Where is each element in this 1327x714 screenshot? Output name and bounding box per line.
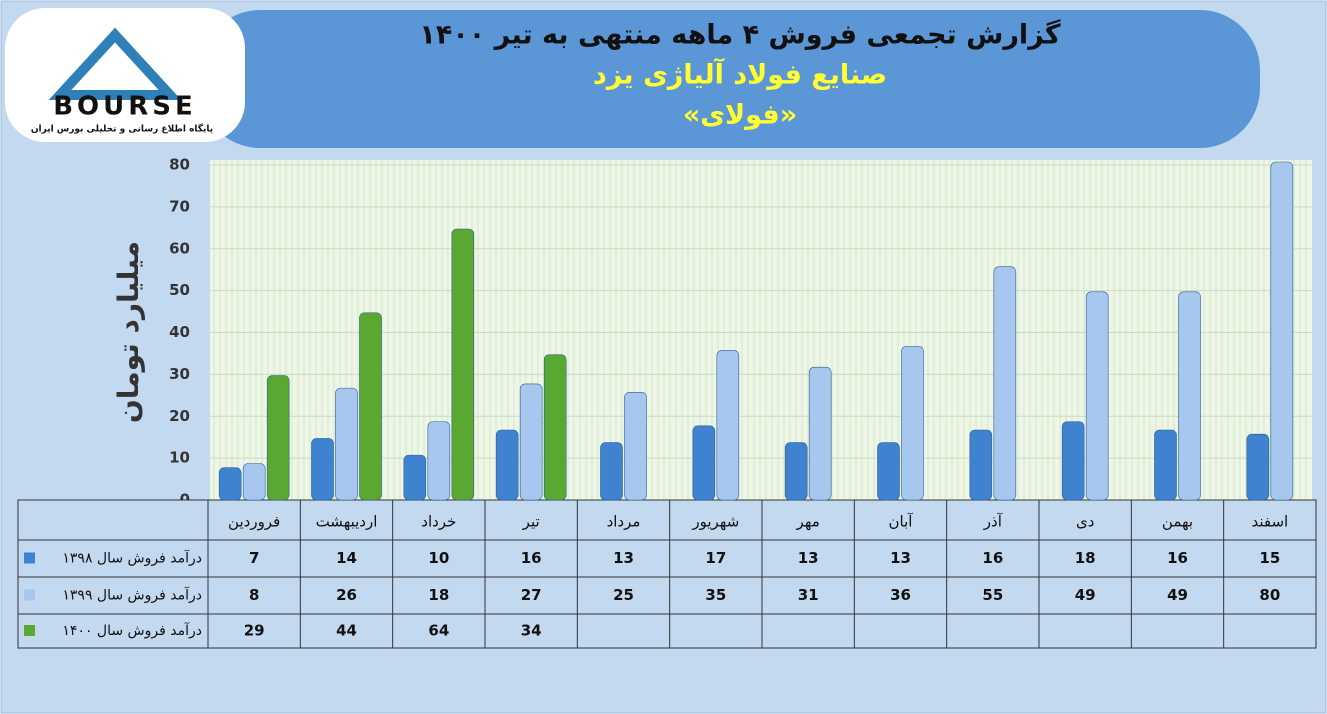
bar xyxy=(1270,161,1294,501)
y-tick-label: 30 xyxy=(169,365,190,383)
table-value: 18 xyxy=(428,586,449,604)
table-value: 26 xyxy=(336,586,357,604)
header-banner xyxy=(200,10,1260,148)
bar xyxy=(692,425,716,501)
bar xyxy=(1085,291,1109,501)
table-value: 16 xyxy=(1167,549,1188,567)
data-table xyxy=(17,499,1317,649)
bar xyxy=(427,421,451,501)
table-value: 25 xyxy=(613,586,634,604)
x-tick-label: دی xyxy=(1076,513,1094,531)
legend-swatch xyxy=(24,625,35,636)
bar xyxy=(808,366,832,501)
table-value: 17 xyxy=(705,549,726,567)
table-value: 49 xyxy=(1075,586,1096,604)
legend-label: درآمد فروش سال ۱۳۹۸ xyxy=(62,550,202,567)
table-value: 15 xyxy=(1259,549,1280,567)
bar xyxy=(624,392,647,501)
x-tick-label: اسفند xyxy=(1251,513,1288,531)
chart-title: گزارش تجمعی فروش ۴ ماهه منتهی به تیر ۱۴۰… xyxy=(419,19,1061,51)
logo-box xyxy=(5,8,245,142)
x-tick-label: آبان xyxy=(889,513,914,531)
bar xyxy=(877,442,900,501)
x-tick-label: شهریور xyxy=(691,513,739,531)
bar xyxy=(451,228,475,501)
bar xyxy=(495,429,519,501)
chart-subtitle: صنایع فولاد آلیاژی یزد xyxy=(593,58,887,91)
table-value: 7 xyxy=(249,549,259,567)
bar xyxy=(335,387,358,501)
table-value: 27 xyxy=(521,586,542,604)
bar xyxy=(1246,433,1270,501)
x-tick-label: خرداد xyxy=(421,513,456,531)
y-tick-label: 20 xyxy=(169,407,190,425)
x-tick-label: بهمن xyxy=(1162,513,1193,531)
bar xyxy=(543,354,567,501)
x-tick-label: تیر xyxy=(522,513,540,531)
bar xyxy=(993,266,1017,501)
y-tick-label: 40 xyxy=(169,323,190,341)
table-value: 34 xyxy=(521,622,542,640)
x-tick-label: فروردین xyxy=(228,513,280,531)
table-value: 10 xyxy=(428,549,449,567)
bar xyxy=(218,467,242,501)
bar xyxy=(1061,421,1085,501)
table-value: 35 xyxy=(705,586,726,604)
x-tick-label: مرداد xyxy=(607,513,641,531)
legend-swatch xyxy=(24,589,35,601)
table-value: 18 xyxy=(1075,549,1096,567)
y-tick-label: 10 xyxy=(169,449,190,467)
bar xyxy=(969,429,993,501)
bar xyxy=(519,383,543,501)
logo-caption: پایگاه اطلاع رسانی و تحلیلی بورس ایران xyxy=(31,123,213,135)
company-name: «فولای» xyxy=(683,100,797,131)
x-tick-label: مهر xyxy=(796,513,820,531)
table-value: 8 xyxy=(249,586,259,604)
table-value: 16 xyxy=(982,549,1003,567)
legend-label: درآمد فروش سال ۱۴۰۰ xyxy=(62,622,202,639)
bar xyxy=(1154,429,1177,501)
bar xyxy=(784,442,808,501)
bar xyxy=(266,375,290,501)
bar xyxy=(901,345,924,501)
y-tick-label: 50 xyxy=(169,281,190,299)
bar xyxy=(600,442,623,501)
y-tick-label: 60 xyxy=(169,239,190,257)
bar xyxy=(403,454,427,501)
bar xyxy=(359,312,382,501)
table-value: 49 xyxy=(1167,586,1188,604)
y-tick-label: 70 xyxy=(169,197,190,215)
bar xyxy=(1178,291,1201,501)
table-value: 29 xyxy=(244,622,265,640)
legend-label: درآمد فروش سال ۱۳۹۹ xyxy=(62,587,202,604)
table-value: 80 xyxy=(1259,586,1280,604)
table-value: 16 xyxy=(521,549,542,567)
bar xyxy=(311,438,334,501)
table-value: 14 xyxy=(336,549,357,567)
bar xyxy=(716,350,740,501)
logo-icon xyxy=(48,27,182,100)
logo-text: BOURSE xyxy=(53,92,197,122)
table-value: 13 xyxy=(613,549,634,567)
table-value: 13 xyxy=(798,549,819,567)
table-value: 13 xyxy=(890,549,911,567)
y-tick-label: 80 xyxy=(169,156,190,174)
legend-swatch xyxy=(24,552,35,564)
table-value: 55 xyxy=(982,586,1003,604)
table-value: 44 xyxy=(336,622,357,640)
table-value: 36 xyxy=(890,586,911,604)
table-value: 64 xyxy=(428,622,449,640)
y-axis-title: میلیارد تومان xyxy=(112,241,145,423)
table-value: 31 xyxy=(798,586,819,604)
x-tick-label: اردیبهشت xyxy=(316,513,378,531)
bar xyxy=(242,463,266,501)
x-tick-label: آذر xyxy=(983,513,1003,531)
